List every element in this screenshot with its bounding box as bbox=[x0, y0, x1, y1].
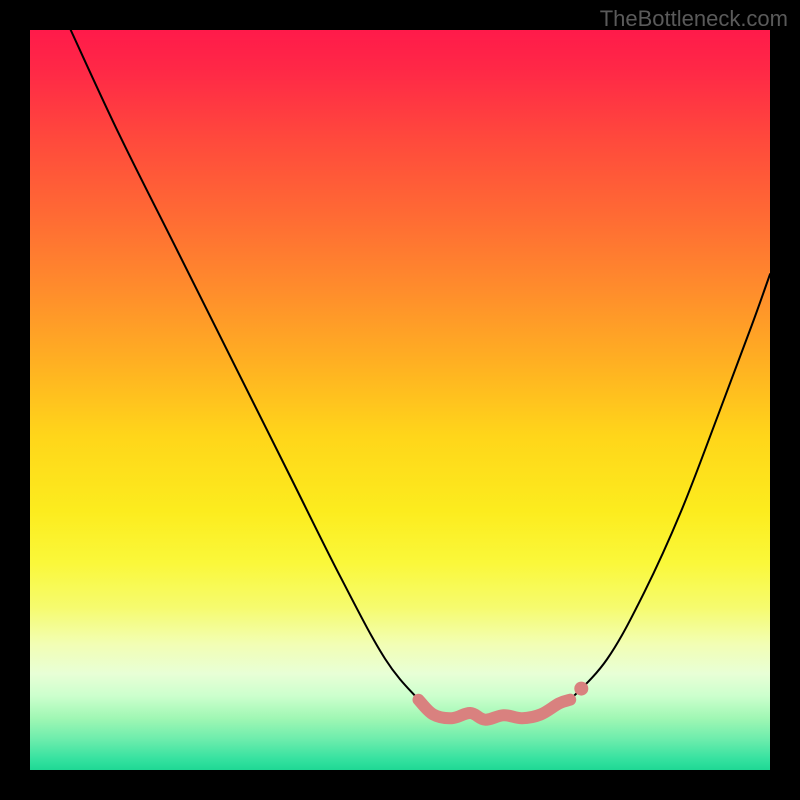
watermark-text: TheBottleneck.com bbox=[600, 6, 788, 32]
plot-area bbox=[30, 30, 770, 770]
plot-svg bbox=[30, 30, 770, 770]
chart-container: TheBottleneck.com bbox=[0, 0, 800, 800]
gradient-background bbox=[30, 30, 770, 770]
bottom-band-dot bbox=[574, 682, 588, 696]
